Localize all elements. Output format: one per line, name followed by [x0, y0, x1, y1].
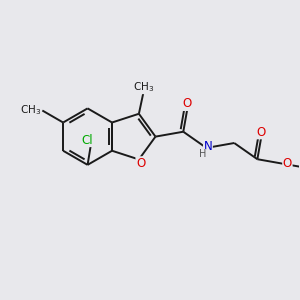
Text: O: O	[257, 126, 266, 139]
Text: O: O	[136, 157, 145, 170]
Text: O: O	[283, 157, 292, 170]
Text: Cl: Cl	[82, 134, 93, 146]
Text: CH$_3$: CH$_3$	[133, 80, 154, 94]
Text: N: N	[203, 140, 212, 153]
Text: O: O	[183, 98, 192, 110]
Text: H: H	[199, 149, 206, 160]
Text: CH$_3$: CH$_3$	[20, 103, 41, 117]
